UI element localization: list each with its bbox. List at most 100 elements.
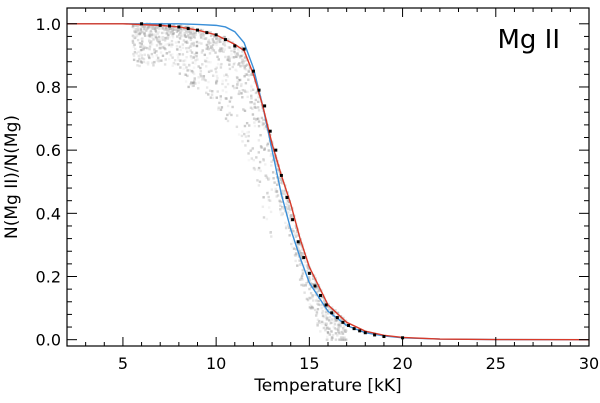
density-point: [231, 84, 235, 88]
density-point: [163, 28, 166, 31]
density-point: [308, 287, 311, 291]
density-point: [151, 25, 154, 28]
series-layer: [67, 22, 590, 341]
density-point: [331, 333, 335, 337]
density-point: [255, 90, 259, 94]
density-point: [172, 23, 176, 26]
density-point: [173, 59, 177, 62]
density-point: [217, 106, 220, 109]
density-point: [138, 41, 142, 45]
density-point: [342, 338, 346, 341]
density-point: [161, 26, 165, 30]
density-point: [318, 321, 322, 324]
density-point: [226, 58, 230, 62]
density-point: [298, 278, 302, 281]
density-point: [208, 31, 211, 34]
density-point: [231, 56, 234, 59]
data-point: [358, 329, 362, 333]
density-point: [301, 272, 305, 275]
density-point: [193, 53, 197, 56]
density-point: [275, 183, 279, 186]
density-point: [182, 59, 185, 63]
density-point: [176, 56, 180, 59]
density-point: [209, 34, 213, 37]
density-point: [199, 28, 203, 32]
density-point: [237, 133, 241, 136]
data-point: [257, 88, 261, 92]
density-point: [150, 43, 154, 46]
density-point: [206, 45, 210, 49]
density-point: [216, 76, 219, 80]
data-point: [347, 323, 351, 327]
density-point: [316, 296, 319, 300]
density-point: [189, 31, 192, 34]
density-point: [341, 332, 345, 335]
density-point: [152, 38, 155, 41]
density-point: [257, 95, 260, 98]
density-point: [236, 54, 240, 57]
data-point: [285, 196, 289, 200]
density-point: [227, 38, 230, 41]
density-point: [166, 37, 169, 40]
density-point: [161, 46, 164, 49]
density-point: [238, 90, 241, 93]
density-point: [252, 166, 256, 170]
density-point: [199, 34, 202, 37]
density-point: [291, 227, 294, 231]
density-point: [134, 47, 137, 51]
density-point: [292, 241, 296, 244]
density-point: [168, 31, 171, 34]
density-point: [300, 283, 303, 287]
density-point: [142, 60, 145, 64]
density-point: [236, 76, 239, 80]
density-point: [153, 51, 156, 54]
density-point: [326, 338, 329, 341]
density-point: [190, 36, 193, 39]
density-point: [337, 328, 340, 332]
density-point: [185, 66, 188, 69]
density-point: [337, 315, 341, 318]
density-point: [315, 291, 319, 294]
density-point: [138, 57, 141, 61]
density-point: [215, 37, 219, 40]
density-point: [299, 263, 303, 267]
density-point: [237, 50, 240, 53]
density-point: [151, 27, 155, 31]
density-point: [134, 32, 138, 36]
density-point: [319, 330, 322, 333]
density-point: [190, 34, 193, 37]
density-point: [181, 53, 185, 56]
density-point: [243, 132, 246, 136]
density-point: [246, 90, 249, 94]
density-point: [177, 58, 180, 62]
density-point: [192, 81, 195, 84]
density-point: [298, 249, 301, 253]
density-point: [183, 59, 187, 62]
density-point: [194, 82, 197, 85]
density-point: [223, 44, 227, 48]
density-point: [212, 40, 215, 43]
density-point: [252, 158, 255, 162]
density-point: [237, 92, 241, 96]
density-point: [327, 303, 330, 306]
density-point: [305, 270, 309, 273]
density-point: [253, 168, 257, 171]
density-point: [163, 23, 166, 26]
density-point: [223, 40, 226, 43]
density-point: [155, 54, 158, 57]
density-point: [175, 28, 178, 31]
density-point: [279, 204, 282, 207]
density-point: [215, 96, 218, 99]
density-point: [256, 106, 260, 109]
density-point: [340, 317, 343, 321]
density-point: [242, 61, 245, 65]
density-point: [211, 38, 215, 41]
density-point: [189, 55, 193, 58]
density-point: [257, 109, 261, 112]
density-point: [139, 45, 142, 49]
density-point: [137, 32, 140, 35]
density-point: [155, 44, 159, 47]
density-point: [215, 80, 218, 84]
density-point: [192, 72, 196, 76]
density-point: [281, 206, 284, 210]
